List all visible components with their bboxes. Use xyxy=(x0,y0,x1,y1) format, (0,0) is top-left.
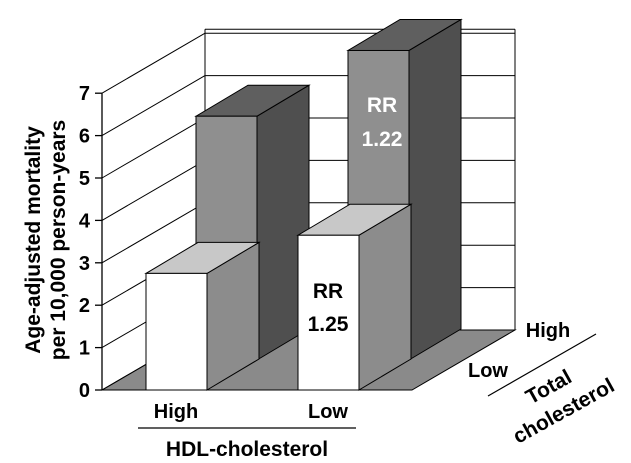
bar-side xyxy=(408,18,462,361)
y-axis-title-line1: Age-adjusted mortality xyxy=(22,126,45,354)
rr-value-back: 1.22 xyxy=(362,128,403,151)
depth-axis-title-rule xyxy=(487,333,597,397)
rr-label-front-line1: RR xyxy=(313,280,343,303)
gridline-side xyxy=(101,32,206,94)
bar-front xyxy=(145,272,208,391)
rr-value-front: 1.25 xyxy=(308,313,349,336)
y-tick-label: 3 xyxy=(79,253,90,275)
depth-category-high: High xyxy=(526,320,570,342)
bar-low-total-chol-hdl-high xyxy=(144,241,261,391)
y-axis-title-line2: per 10,000 person-years xyxy=(47,120,70,360)
y-tick-label: 5 xyxy=(79,168,90,190)
bar-low-total-chol-hdl-low xyxy=(296,203,413,391)
y-tick-label: 6 xyxy=(79,126,90,148)
gridline-side xyxy=(101,117,206,179)
x-axis-title: HDL-cholesterol xyxy=(166,438,328,461)
gridline-side xyxy=(101,159,206,221)
y-tick-label: 4 xyxy=(79,210,91,232)
x-category-high: High xyxy=(154,401,198,423)
rr-label-back-line1: RR xyxy=(367,94,397,117)
bar-front xyxy=(297,234,360,391)
gridline-side xyxy=(101,202,206,264)
y-tick-label: 2 xyxy=(79,295,90,317)
x-category-low: Low xyxy=(308,401,348,423)
y-tick-label: 0 xyxy=(79,380,90,402)
y-tick-label: 1 xyxy=(79,338,90,360)
gridline-side xyxy=(101,75,206,137)
depth-category-low: Low xyxy=(468,360,508,382)
bar-side xyxy=(358,203,412,391)
y-tick-label: 7 xyxy=(79,83,90,105)
